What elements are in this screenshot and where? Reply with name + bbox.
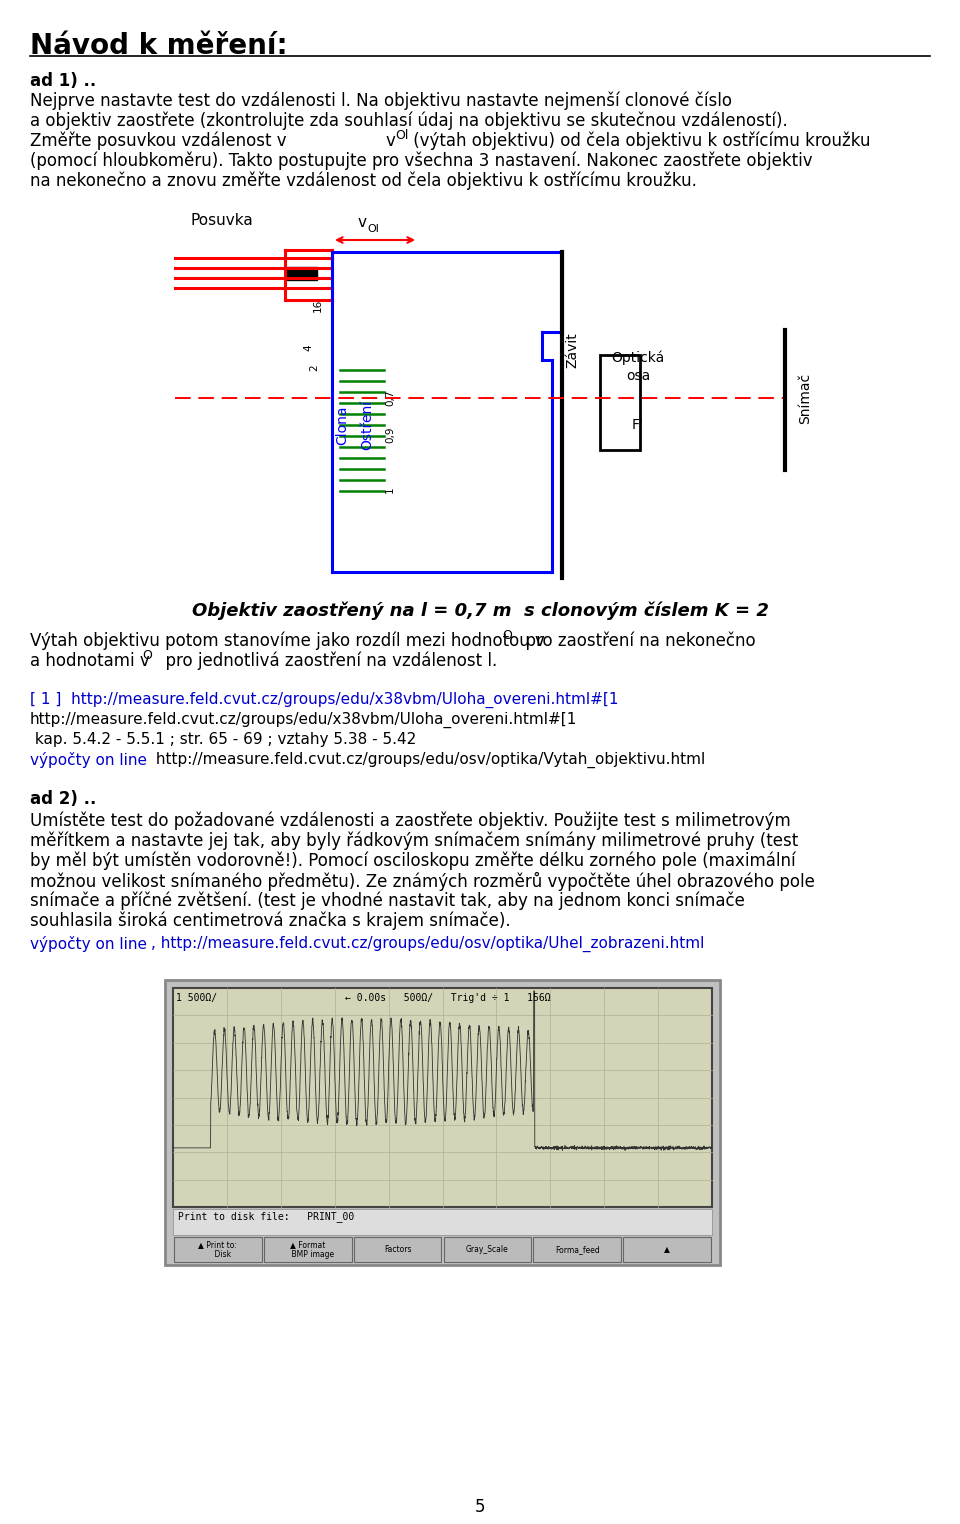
Text: kap. 5.4.2 - 5.5.1 ; str. 65 - 69 ; vztahy 5.38 - 5.42: kap. 5.4.2 - 5.5.1 ; str. 65 - 69 ; vzta… [30,732,417,747]
Bar [173,988,712,1207]
Text: (pomocí hloubkoměru). Takto postupujte pro všechna 3 nastavení. Nakonec zaostřet: (pomocí hloubkoměru). Takto postupujte p… [30,152,812,171]
Text: Snímač: Snímač [798,372,812,424]
Text: v: v [358,215,367,230]
Text: měřítkem a nastavte jej tak, aby byly řádkovým snímačem snímány milimetrové pruh: měřítkem a nastavte jej tak, aby byly řá… [30,832,799,850]
Text: ad 2) ..: ad 2) .. [30,789,96,808]
Bar [534,1237,621,1262]
Text: Posuvka: Posuvka [191,213,253,229]
Text: O: O [502,629,512,642]
Bar [285,267,317,280]
Bar [623,1237,711,1262]
Text: ▲ Print to:
    Disk: ▲ Print to: Disk [199,1241,237,1259]
Text: Optická: Optická [612,351,664,366]
Text: výpočty on line: výpočty on line [30,936,147,952]
Text: (výtah objektivu) od čela objektivu k ostřícímu kroužku: (výtah objektivu) od čela objektivu k os… [408,133,871,151]
Bar [353,1237,442,1262]
Text: Ol: Ol [395,130,408,142]
Text: Změřte posuvkou vzdálenost v: Změřte posuvkou vzdálenost v [30,133,287,151]
Text: Ol: Ol [367,224,379,235]
Text: [ 1 ]  http://measure.feld.cvut.cz/groups/edu/x38vbm/Uloha_overeni.html#[1: [ 1 ] http://measure.feld.cvut.cz/groups… [30,692,618,709]
Text: Umístěte test do požadované vzdálenosti a zaostřete objektiv. Použijte test s mi: Umístěte test do požadované vzdálenosti … [30,812,791,831]
Text: osa: osa [626,369,650,383]
Text: výpočty on line: výpočty on line [30,751,147,768]
Text: 0,7: 0,7 [385,390,395,407]
Bar [165,980,720,1265]
Text: 2: 2 [309,364,319,372]
Text: Factors: Factors [384,1245,411,1254]
Text: na nekonečno a znovu změřte vzdálenost od čela objektivu k ostřícímu kroužku.: na nekonečno a znovu změřte vzdálenost o… [30,172,697,190]
Text: Nejprve nastavte test do vzdálenosti l. Na objektivu nastavte nejmenší clonové č: Nejprve nastavte test do vzdálenosti l. … [30,91,732,111]
Text: Výtah objektivu potom stanovíme jako rozdíl mezi hodnotou v: Výtah objektivu potom stanovíme jako roz… [30,632,545,651]
Text: souhlasila široká centimetrová značka s krajem snímače).: souhlasila široká centimetrová značka s … [30,911,511,931]
Text: pro zaostření na nekonečno: pro zaostření na nekonečno [515,632,756,651]
Text: možnou velikost snímaného předmětu). Ze známých rozměrů vypočtěte úhel obrazovéh: možnou velikost snímaného předmětu). Ze … [30,872,815,892]
Bar [173,1209,712,1234]
Bar [444,1237,531,1262]
Text: 16: 16 [313,299,323,311]
Bar [264,1237,351,1262]
Text: F': F' [632,418,644,431]
Text: http://measure.feld.cvut.cz/groups/edu/osv/optika/Vytah_objektivu.html: http://measure.feld.cvut.cz/groups/edu/o… [151,751,706,768]
Text: 4: 4 [303,344,313,352]
Text: pro jednotlivá zaostření na vzdálenost l.: pro jednotlivá zaostření na vzdálenost l… [155,652,497,671]
Text: Print to disk file:   PRINT_00: Print to disk file: PRINT_00 [178,1212,354,1222]
Text: Gray_Scale: Gray_Scale [466,1245,509,1254]
Text: , http://measure.feld.cvut.cz/groups/edu/osv/optika/Uhel_zobrazeni.html: , http://measure.feld.cvut.cz/groups/edu… [151,936,705,952]
Text: Clona: Clona [335,405,349,445]
Text: by měl být umístěn vodorovně!). Pomocí osciloskopu změřte délku zorného pole (ma: by měl být umístěn vodorovně!). Pomocí o… [30,852,796,870]
Text: Forma_feed: Forma_feed [555,1245,600,1254]
Text: http://measure.feld.cvut.cz/groups/edu/x38vbm/Uloha_overeni.html#[1: http://measure.feld.cvut.cz/groups/edu/x… [30,712,577,728]
Text: snímače a příčné zvětšení. (test je vhodné nastavit tak, aby na jednom konci sní: snímače a příčné zvětšení. (test je vhod… [30,892,745,910]
Text: 5: 5 [475,1498,485,1516]
Text: Objektiv zaostřený na l = 0,7 m  s clonovým číslem K = 2: Objektiv zaostřený na l = 0,7 m s clonov… [192,602,768,620]
Text: ▲ Format
    BMP image: ▲ Format BMP image [281,1241,334,1259]
Text: v: v [386,133,396,149]
Text: Ostření: Ostření [360,399,374,450]
Text: 1: 1 [385,486,395,494]
Text: ▲: ▲ [664,1245,670,1254]
Text: 1 500Ω/: 1 500Ω/ [176,994,217,1003]
Text: Návod k měření:: Návod k měření: [30,32,288,59]
Bar [600,355,640,450]
Text: a objektiv zaostřete (zkontrolujte zda souhlasí údaj na objektivu se skutečnou v: a objektiv zaostřete (zkontrolujte zda s… [30,111,788,131]
Text: O: O [142,649,152,661]
Text: Závit: Závit [565,332,579,367]
Bar [174,1237,262,1262]
Text: a hodnotami v: a hodnotami v [30,652,150,671]
Text: ← 0.00s   500Ω/   Trig'd ÷ 1   156Ω: ← 0.00s 500Ω/ Trig'd ÷ 1 156Ω [346,994,551,1003]
Text: ad 1) ..: ad 1) .. [30,72,96,90]
Text: 0,9: 0,9 [385,427,395,443]
